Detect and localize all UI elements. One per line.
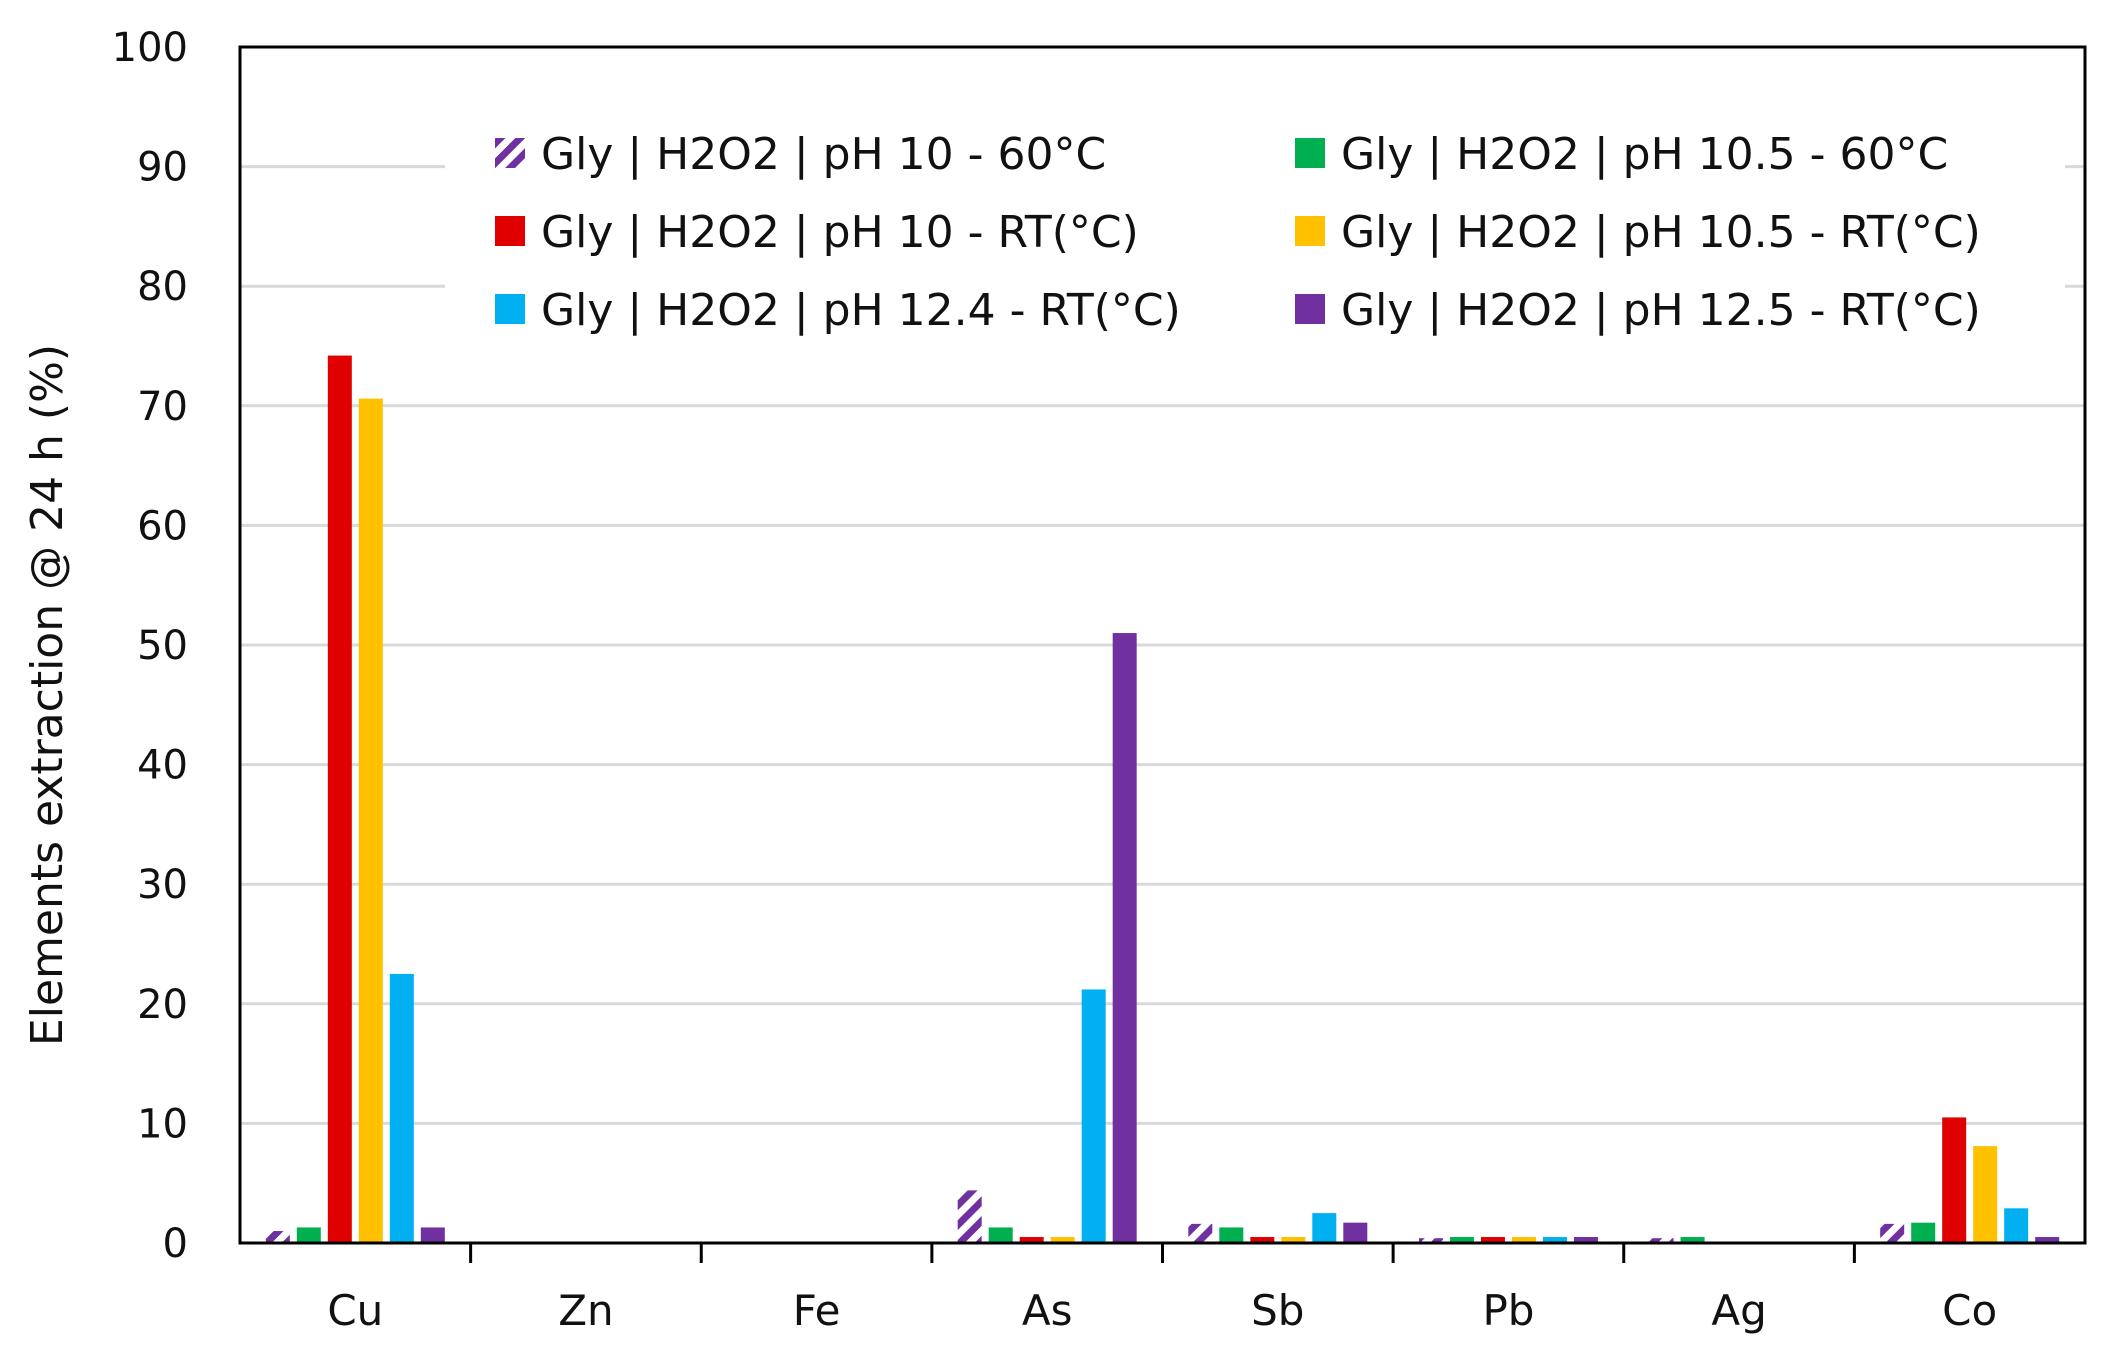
- bar: [1511, 1237, 1536, 1243]
- bar: [1418, 1238, 1443, 1243]
- legend-label: Gly | H2O2 | pH 12.5 - RT(°C): [1341, 285, 1981, 336]
- bar: [296, 1227, 321, 1243]
- y-tick-label: 90: [137, 145, 188, 191]
- bar: [389, 973, 414, 1243]
- bar: [2035, 1237, 2060, 1243]
- axes: 0 10 20 30 40 50 60 70 80 90 100 Cu Zn Fe As Sb Pb Ag Co: [112, 25, 2087, 1335]
- y-tick-label: 70: [137, 384, 188, 430]
- legend-swatch: [1295, 216, 1325, 246]
- bar: [1649, 1238, 1674, 1243]
- legend-label: Gly | H2O2 | pH 10.5 - 60°C: [1341, 129, 1948, 180]
- y-tick-label: 0: [163, 1221, 188, 1267]
- bar: [1680, 1237, 1705, 1243]
- y-tick-label: 10: [137, 1101, 188, 1147]
- x-tick-label: As: [1022, 1286, 1073, 1335]
- x-tick-label: Cu: [327, 1286, 383, 1335]
- x-tick-label: Zn: [558, 1286, 613, 1335]
- x-tick-label: Fe: [793, 1286, 841, 1335]
- bar: [1911, 1222, 1936, 1243]
- legend-swatch: [495, 138, 525, 168]
- bar: [1480, 1237, 1505, 1243]
- bar: [327, 355, 352, 1243]
- bar: [1573, 1237, 1598, 1243]
- legend-swatch: [1295, 294, 1325, 324]
- bar: [1219, 1227, 1244, 1243]
- legend-label: Gly | H2O2 | pH 12.4 - RT(°C): [541, 285, 1181, 336]
- legend-label: Gly | H2O2 | pH 10 - 60°C: [541, 129, 1106, 180]
- legend: Gly | H2O2 | pH 10 - 60°C Gly | H2O2 | pH…: [445, 108, 2065, 358]
- x-tick-label: Co: [1942, 1286, 1997, 1335]
- legend-swatch: [495, 216, 525, 246]
- bar: [1449, 1237, 1474, 1243]
- x-tick-label: Ag: [1711, 1286, 1766, 1335]
- y-tick-label: 20: [137, 982, 188, 1028]
- bar: [957, 1190, 982, 1243]
- bar: [1880, 1223, 1905, 1243]
- y-tick-label: 40: [137, 743, 188, 789]
- bar: [1343, 1222, 1368, 1243]
- bar: [265, 1231, 290, 1243]
- bar: [1250, 1237, 1275, 1243]
- bars: [265, 355, 2060, 1243]
- y-tick-label: 60: [137, 503, 188, 549]
- legend-label: Gly | H2O2 | pH 10.5 - RT(°C): [1341, 207, 1981, 258]
- bar: [1942, 1117, 1967, 1243]
- legend-swatch: [1295, 138, 1325, 168]
- y-tick-label: 50: [137, 623, 188, 669]
- bar: [1188, 1223, 1213, 1243]
- legend-label: Gly | H2O2 | pH 10 - RT(°C): [541, 207, 1139, 258]
- bar: [1112, 633, 1137, 1243]
- bar: [2004, 1208, 2029, 1243]
- legend-background: [445, 108, 2065, 358]
- bar: [1281, 1237, 1306, 1243]
- bar: [358, 398, 383, 1243]
- y-tick-label: 30: [137, 862, 188, 908]
- x-tick-label: Sb: [1251, 1286, 1304, 1335]
- y-axis-title: Elements extraction @ 24 h (%): [22, 344, 73, 1046]
- bar: [1973, 1146, 1998, 1243]
- bar: [1542, 1237, 1567, 1243]
- bar: [1081, 989, 1106, 1243]
- bar: [420, 1227, 445, 1243]
- legend-swatch: [495, 294, 525, 324]
- bar: [1312, 1213, 1337, 1243]
- x-tick-label: Pb: [1482, 1286, 1534, 1335]
- y-tick-label: 100: [112, 25, 188, 71]
- bar: [1019, 1237, 1044, 1243]
- y-tick-label: 80: [137, 264, 188, 310]
- bar: [988, 1227, 1013, 1243]
- bar: [1050, 1237, 1075, 1243]
